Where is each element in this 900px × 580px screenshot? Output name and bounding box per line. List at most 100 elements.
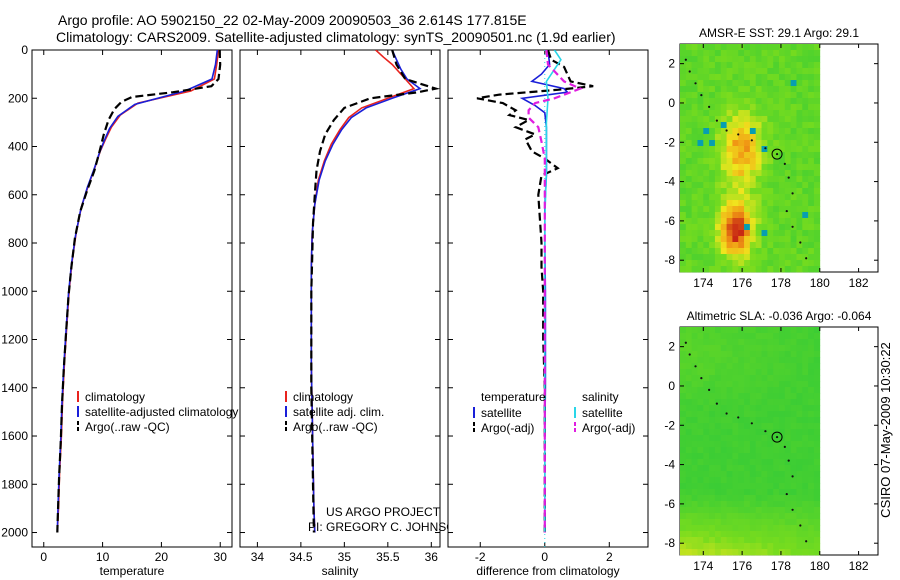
map-cell xyxy=(796,513,803,520)
map-cell xyxy=(738,501,745,508)
map-cell xyxy=(720,104,727,111)
map-cell xyxy=(790,200,797,207)
legend-label: Argo(-adj) xyxy=(481,421,534,435)
map-cell xyxy=(680,104,687,111)
map-cell xyxy=(802,411,809,418)
map-cell xyxy=(703,333,710,340)
map-cell xyxy=(773,68,780,75)
map-cell xyxy=(779,146,786,153)
map-cell xyxy=(732,447,739,454)
map-cell xyxy=(703,68,710,75)
map-cell xyxy=(685,200,693,207)
map-cell xyxy=(773,333,780,340)
map-cell xyxy=(685,128,693,135)
map-cell xyxy=(685,134,693,141)
map-cell xyxy=(813,68,821,75)
map-cell xyxy=(802,62,809,69)
map-cell xyxy=(773,44,780,51)
map-cell xyxy=(790,459,797,466)
map-cell xyxy=(709,339,716,346)
map-cell xyxy=(802,50,809,57)
map-cell xyxy=(697,351,704,358)
map-cell xyxy=(749,477,757,484)
map-cell xyxy=(808,411,815,418)
map-cell xyxy=(685,224,693,231)
map-cell xyxy=(773,519,780,526)
map-cell xyxy=(755,260,762,267)
x-tick-label: 180 xyxy=(810,276,830,290)
map-cell xyxy=(726,543,733,550)
map-cell xyxy=(779,351,786,358)
map-cell xyxy=(802,122,809,129)
map-cell xyxy=(779,74,786,81)
map-cell xyxy=(802,236,809,243)
map-cell xyxy=(790,170,797,177)
map-cell xyxy=(761,543,768,550)
map-cell xyxy=(697,537,704,544)
map-cell xyxy=(779,327,786,334)
map-cell xyxy=(744,513,751,520)
map-cell xyxy=(779,158,786,165)
map-cell xyxy=(732,134,739,141)
map-cell xyxy=(703,242,710,249)
map-cell xyxy=(779,411,786,418)
map-cell xyxy=(738,182,745,189)
map-cell xyxy=(779,345,786,352)
map-cell xyxy=(680,110,687,117)
map-cell xyxy=(744,483,751,490)
map-cell xyxy=(703,206,710,213)
map-cell xyxy=(813,194,821,201)
map-cell xyxy=(703,423,710,430)
map-cell xyxy=(784,405,792,412)
map-cell xyxy=(703,224,710,231)
map-cell xyxy=(779,423,786,430)
map-cell xyxy=(773,525,780,532)
map-cell xyxy=(714,98,722,105)
map-cell xyxy=(685,212,693,219)
map-cell xyxy=(779,513,786,520)
map-cell xyxy=(773,363,780,370)
map-cell xyxy=(738,429,745,436)
map-cell xyxy=(802,363,809,370)
map-cell xyxy=(779,333,786,340)
map-cell xyxy=(779,230,786,237)
map-cell xyxy=(732,501,739,508)
map-cell xyxy=(685,375,693,382)
map-cell xyxy=(808,254,815,261)
map-cell xyxy=(784,489,792,496)
map-cell xyxy=(813,206,821,213)
map-cell xyxy=(802,182,809,189)
map-cell xyxy=(767,429,774,436)
map-cell xyxy=(808,477,815,484)
map-cell xyxy=(790,447,797,454)
map-cell xyxy=(691,495,698,502)
map-cell xyxy=(732,164,739,171)
map-cell xyxy=(749,417,757,424)
map-cell xyxy=(779,176,786,183)
map-cell xyxy=(703,513,710,520)
map-cell xyxy=(796,56,803,63)
y-tick-label: -8 xyxy=(664,536,675,550)
map-cell xyxy=(784,242,792,249)
map-cell xyxy=(755,170,762,177)
map-cell xyxy=(726,483,733,490)
map-cell xyxy=(685,543,693,550)
legend-label: Argo(..raw -QC) xyxy=(85,420,170,434)
map-cell xyxy=(796,152,803,159)
map-cell xyxy=(796,80,803,87)
map-cell xyxy=(685,339,693,346)
map-cell xyxy=(779,248,786,255)
map-cell xyxy=(680,429,687,436)
map-cell xyxy=(685,507,693,514)
map-cell xyxy=(813,375,821,382)
map-cell xyxy=(732,393,739,400)
map-cell xyxy=(680,471,687,478)
map-cell xyxy=(726,152,733,159)
map-cell xyxy=(709,375,716,382)
map-cell xyxy=(761,333,768,340)
map-cell xyxy=(784,369,792,376)
map-cell xyxy=(714,242,722,249)
map-cell xyxy=(709,351,716,358)
map-cell xyxy=(720,447,727,454)
map-cell xyxy=(732,158,739,165)
